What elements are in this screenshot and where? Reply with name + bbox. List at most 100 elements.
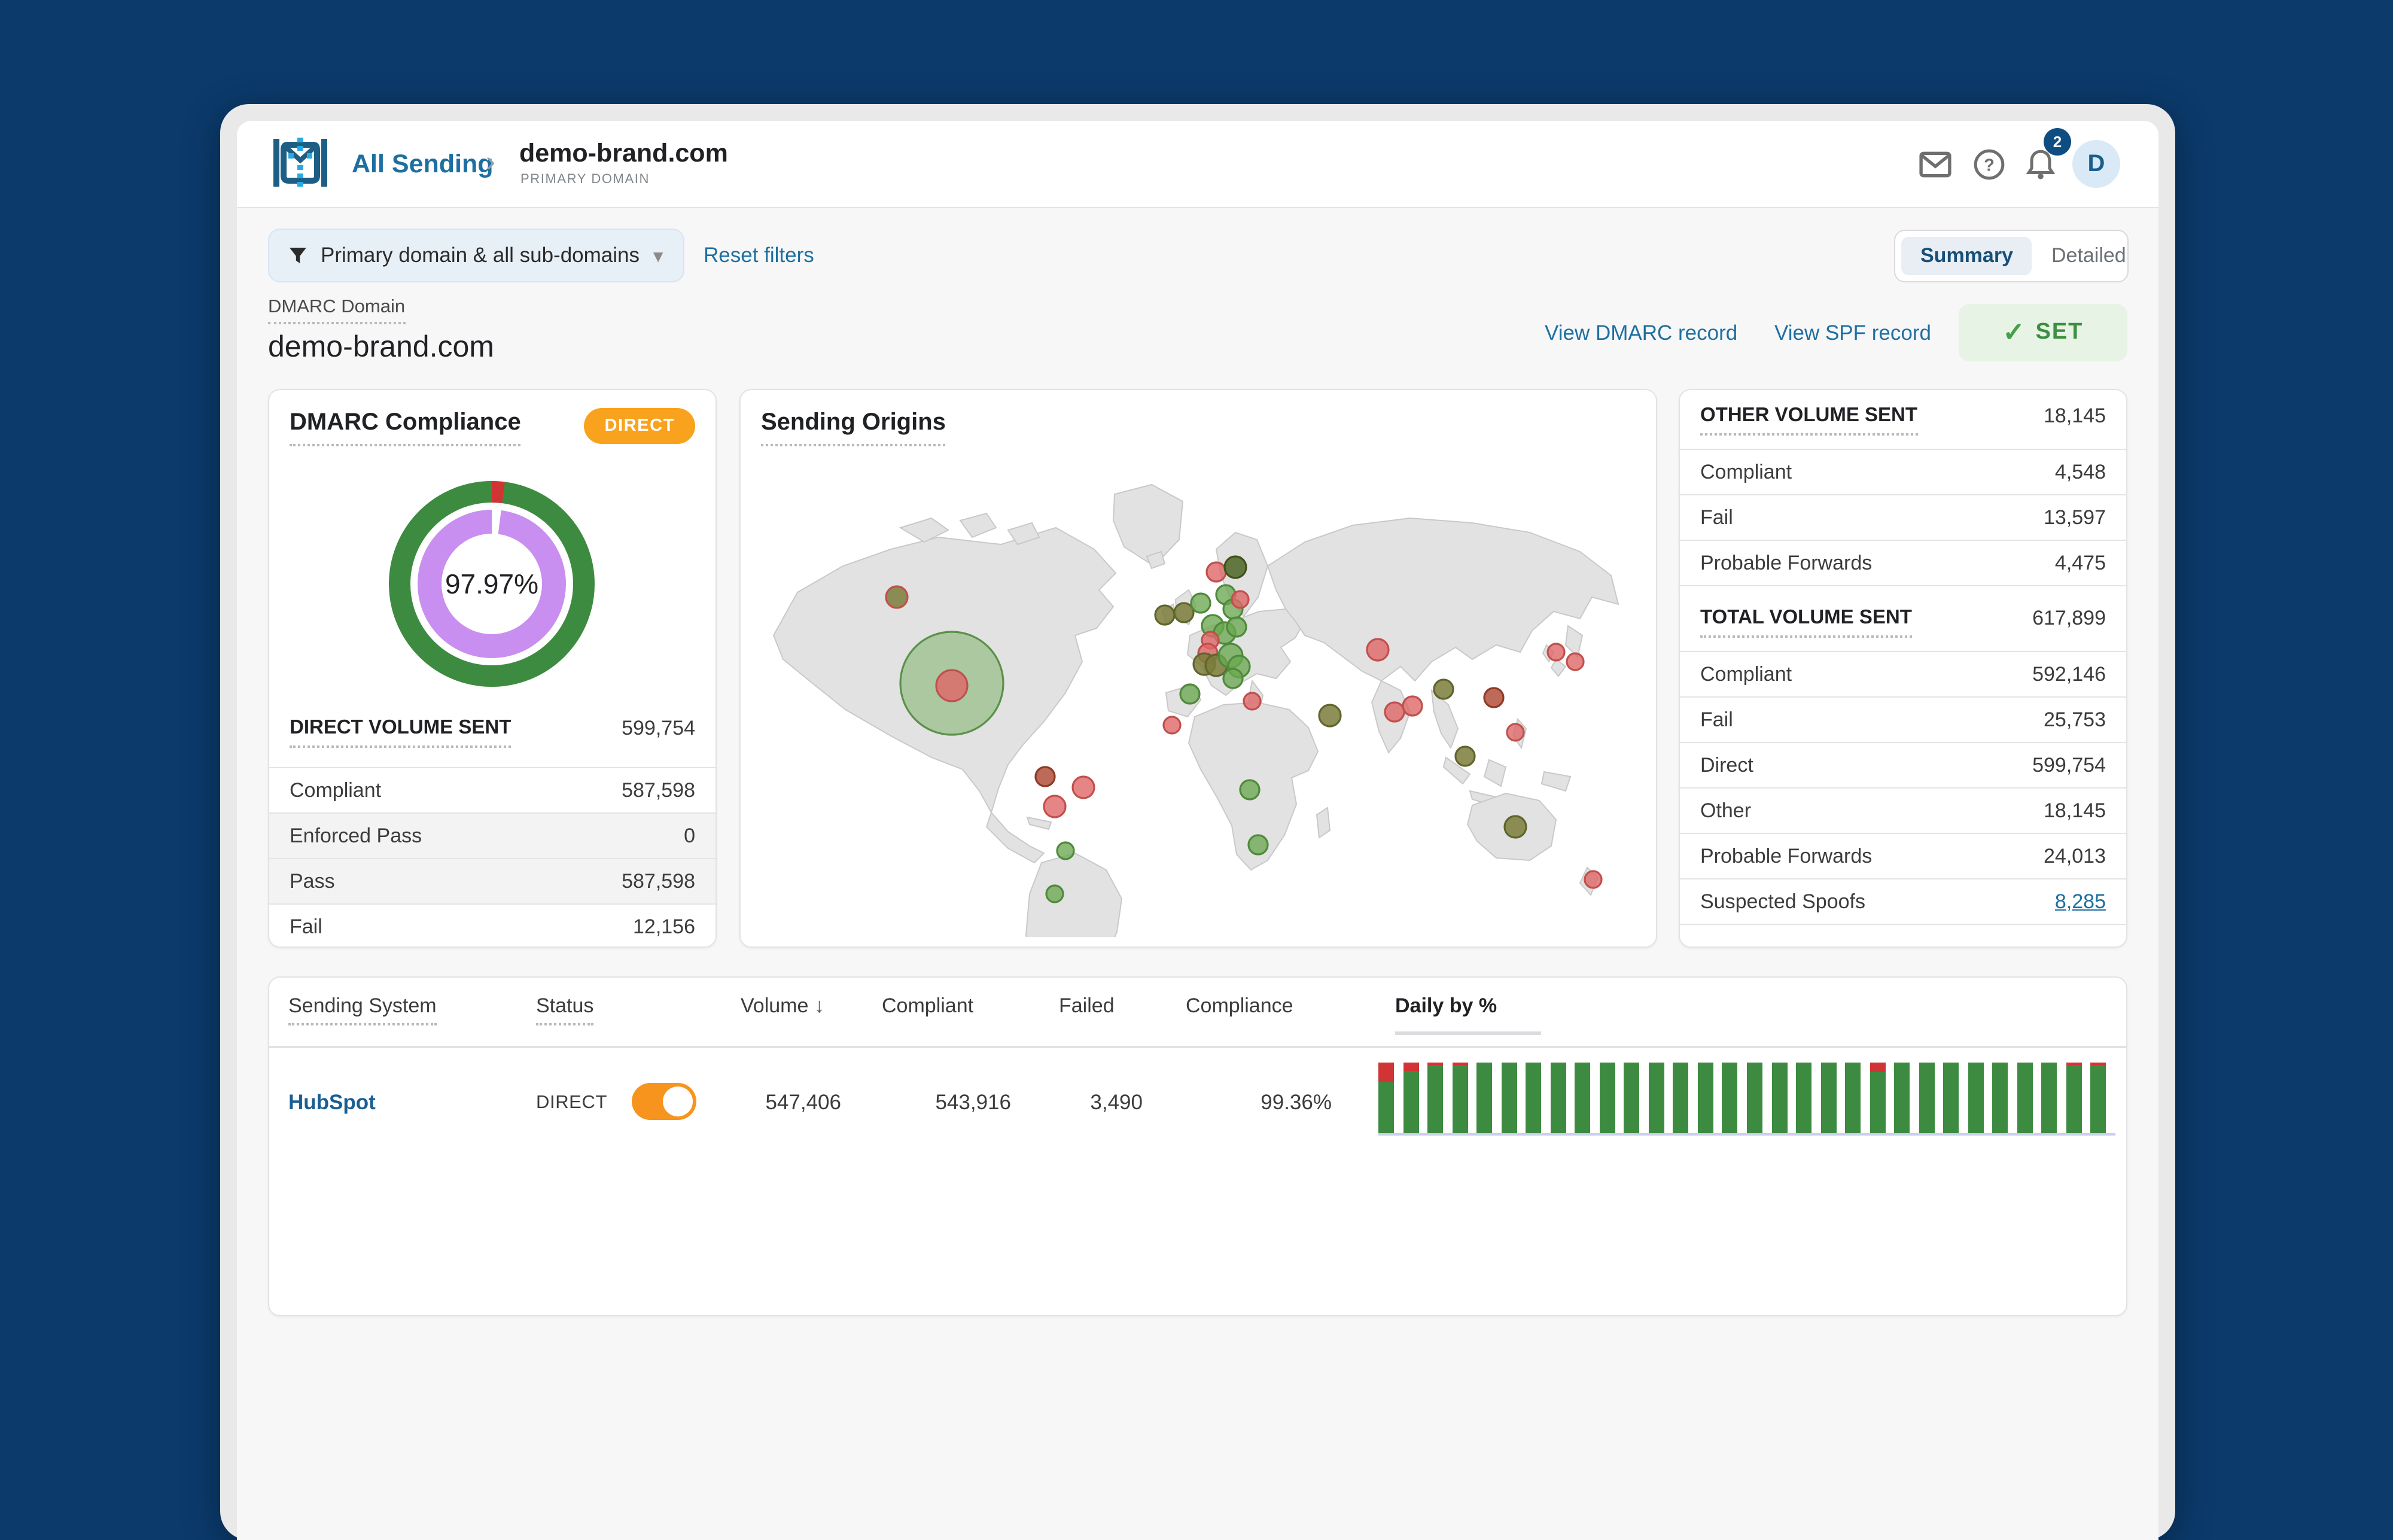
daily-bar[interactable] (1427, 1063, 1444, 1133)
daily-bar[interactable] (1673, 1063, 1689, 1133)
daily-bar[interactable] (1771, 1063, 1788, 1133)
daily-bar[interactable] (2090, 1063, 2106, 1133)
daily-bar[interactable] (1599, 1063, 1615, 1133)
daily-bar[interactable] (1526, 1063, 1542, 1133)
dmarcian-logo-icon[interactable] (273, 136, 328, 189)
sending-system-link[interactable]: HubSpot (288, 1090, 376, 1114)
help-icon[interactable]: ? (1973, 148, 2005, 181)
origin-dot[interactable] (885, 585, 909, 609)
daily-bar[interactable] (1476, 1063, 1493, 1133)
compliance-donut-chart[interactable] (386, 479, 597, 689)
notification-badge[interactable]: 2 (2044, 128, 2071, 156)
bell-icon[interactable] (2024, 148, 2057, 181)
origin-dot[interactable] (935, 669, 969, 702)
origin-dot[interactable] (1162, 716, 1182, 735)
domain-filter-dropdown[interactable]: Primary domain & all sub-domains ▼ (268, 229, 684, 282)
daily-compliance-bars[interactable] (1378, 1063, 2115, 1133)
origin-dot[interactable] (1546, 643, 1566, 662)
daily-bar[interactable] (1747, 1063, 1762, 1133)
bar-pass-segment (1501, 1063, 1517, 1133)
daily-bar[interactable] (1697, 1063, 1713, 1133)
direct-badge: DIRECT (584, 408, 695, 444)
daily-bar[interactable] (1575, 1063, 1591, 1133)
sumatra (1442, 756, 1471, 785)
origin-dot[interactable] (1043, 795, 1067, 818)
origin-dot[interactable] (1483, 687, 1505, 708)
origin-dot[interactable] (1222, 668, 1244, 689)
daily-bar[interactable] (1378, 1063, 1394, 1133)
daily-bar[interactable] (2041, 1063, 2057, 1133)
origin-dot[interactable] (1231, 590, 1250, 609)
daily-bar[interactable] (1722, 1063, 1738, 1133)
origin-dot[interactable] (1034, 766, 1056, 787)
daily-bar[interactable] (2066, 1063, 2082, 1133)
origin-dot[interactable] (1433, 678, 1454, 700)
origin-dot[interactable] (1205, 561, 1227, 583)
origin-dot[interactable] (1506, 723, 1525, 742)
col-compliant[interactable]: Compliant (882, 994, 974, 1017)
daily-bar[interactable] (1894, 1063, 1910, 1133)
origin-dot[interactable] (1243, 692, 1262, 711)
daily-bar[interactable] (1501, 1063, 1517, 1133)
tab-summary[interactable]: Summary (1901, 237, 2032, 275)
origin-dot[interactable] (1402, 695, 1423, 717)
volume-stats-card: OTHER VOLUME SENT 18,145 Compliant 4,548… (1679, 389, 2127, 948)
origin-dot[interactable] (1056, 841, 1075, 860)
col-volume[interactable]: Volume ↓ (741, 994, 824, 1017)
daily-bar[interactable] (1968, 1063, 1984, 1133)
origin-dot[interactable] (1154, 604, 1176, 626)
view-dmarc-record-link[interactable]: View DMARC record (1545, 321, 1738, 345)
col-failed[interactable]: Failed (1059, 994, 1115, 1017)
daily-bar[interactable] (1943, 1063, 1959, 1133)
origin-dot[interactable] (1045, 884, 1064, 903)
origin-dot[interactable] (1226, 616, 1247, 638)
daily-bar[interactable] (1796, 1063, 1812, 1133)
origin-dot[interactable] (1503, 815, 1527, 839)
set-status-button[interactable]: ✓ SET (1959, 304, 2127, 361)
reset-filters-link[interactable]: Reset filters (704, 243, 814, 267)
origin-dot[interactable] (1384, 701, 1405, 723)
origin-dot[interactable] (1566, 652, 1585, 671)
origin-dot[interactable] (1454, 745, 1476, 767)
tab-detailed[interactable]: Detailed (2051, 244, 2126, 267)
daily-bar[interactable] (1870, 1063, 1886, 1133)
origin-dot[interactable] (1239, 779, 1261, 801)
view-spf-record-link[interactable]: View SPF record (1774, 321, 1931, 345)
origin-dot[interactable] (1071, 775, 1095, 799)
daily-bar[interactable] (1624, 1063, 1640, 1133)
bar-fail-segment (1378, 1063, 1394, 1082)
daily-bar[interactable] (1919, 1063, 1935, 1133)
daily-bar[interactable] (1820, 1063, 1837, 1133)
row-label: Fail (1700, 506, 1733, 528)
origin-dot[interactable] (1247, 834, 1269, 856)
bar-pass-segment (1796, 1063, 1812, 1133)
origin-dot[interactable] (1318, 704, 1342, 728)
col-compliance[interactable]: Compliance (1186, 994, 1293, 1017)
user-avatar[interactable]: D (2072, 140, 2120, 188)
origin-dot[interactable] (1366, 638, 1390, 662)
daily-bar[interactable] (1845, 1063, 1861, 1133)
row-value-link[interactable]: 8,285 (2054, 890, 2106, 912)
daily-bar[interactable] (1550, 1063, 1566, 1133)
daily-bar[interactable] (1403, 1063, 1419, 1133)
origin-dot[interactable] (1179, 683, 1201, 705)
daily-bar[interactable] (1992, 1063, 2008, 1133)
mail-icon[interactable] (1919, 148, 1951, 181)
breadcrumb-all-sending[interactable]: All Sending (352, 150, 494, 178)
col-daily-by-pct[interactable]: Daily by % (1395, 994, 1497, 1017)
origin-dot[interactable] (1173, 602, 1195, 623)
bar-pass-segment (1992, 1063, 2008, 1133)
daily-bar[interactable] (1648, 1063, 1664, 1133)
row-value: 599,754 (2032, 753, 2106, 776)
col-sending-system[interactable]: Sending System (288, 994, 437, 1025)
daily-bar[interactable] (2017, 1063, 2033, 1133)
row-label: Pass (290, 869, 335, 892)
row-status-toggle[interactable] (632, 1083, 696, 1120)
origin-dot[interactable] (1190, 592, 1211, 614)
daily-bar[interactable] (1452, 1063, 1468, 1133)
col-status[interactable]: Status (536, 994, 594, 1025)
world-map[interactable] (755, 458, 1644, 937)
table-row: Compliant 4,548 (1680, 449, 2126, 494)
origin-dot[interactable] (1584, 870, 1603, 889)
origin-dot[interactable] (1223, 555, 1247, 579)
